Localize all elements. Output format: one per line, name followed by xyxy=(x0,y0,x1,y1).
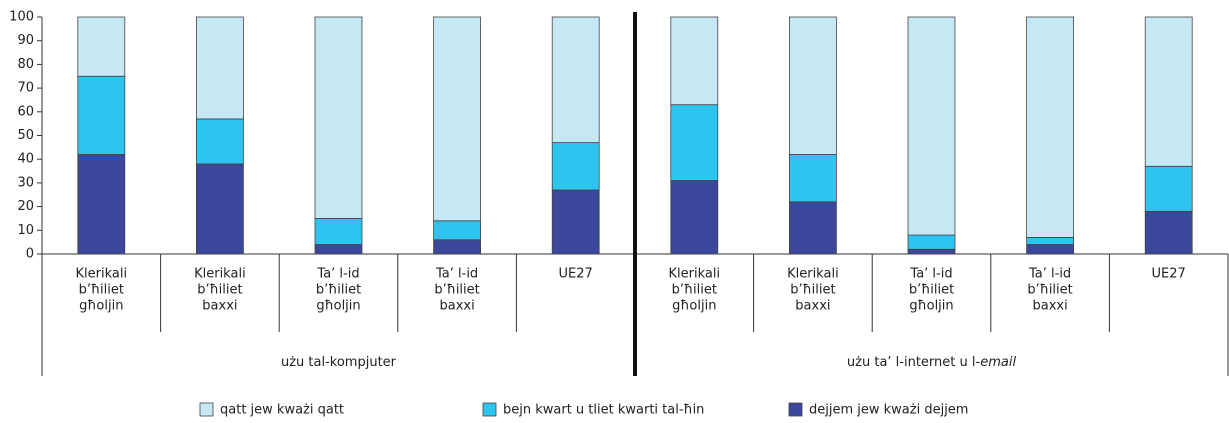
bar-segment xyxy=(670,180,719,255)
x-tick-label: Klerikali xyxy=(787,267,839,282)
x-tick-label: UE27 xyxy=(1152,267,1186,282)
bar-segment xyxy=(789,201,837,255)
x-tick-label: baxxi xyxy=(202,299,237,314)
bar-segment xyxy=(907,248,956,255)
x-tick-label: għoljin xyxy=(909,299,953,314)
bar-segment xyxy=(314,244,363,255)
x-tick-label: Klerikali xyxy=(194,267,246,282)
bar-segment xyxy=(77,75,126,155)
x-tick-label: Klerikali xyxy=(669,267,721,282)
bar-segment xyxy=(551,189,600,255)
y-tick-label: 80 xyxy=(17,57,34,72)
legend-swatch xyxy=(788,402,803,417)
x-tick-label: baxxi xyxy=(439,299,474,314)
bar-segment xyxy=(433,239,482,255)
y-tick-label: 0 xyxy=(26,247,34,262)
x-tick-label: b’ħiliet xyxy=(434,283,479,298)
x-tick-label: għoljin xyxy=(672,299,716,314)
bar-segment xyxy=(551,142,600,191)
bar-segment xyxy=(1026,237,1074,245)
bar-segment xyxy=(907,16,956,236)
group-label-text: użu ta’ l-internet u l- xyxy=(847,355,981,370)
x-tick-label: b’ħiliet xyxy=(672,283,717,298)
bar-segment xyxy=(670,104,719,181)
x-tick-label: b’ħiliet xyxy=(909,283,954,298)
y-tick-label: 60 xyxy=(17,104,34,119)
bar-segment xyxy=(1144,210,1193,255)
y-tick-label: 70 xyxy=(17,81,34,96)
bar-segment xyxy=(1026,244,1074,255)
legend-label: dejjem jew kważi dejjem xyxy=(809,403,968,418)
bar-segment xyxy=(1144,16,1193,167)
bar-segment xyxy=(433,16,482,222)
x-tick-label: Klerikali xyxy=(76,267,128,282)
x-tick-label: b’ħiliet xyxy=(790,283,835,298)
group-label: użu tal-kompjuter xyxy=(281,355,397,370)
bar-segment xyxy=(1026,16,1074,238)
x-tick-label: b’ħiliet xyxy=(197,283,242,298)
legend-label: bejn kwart u tliet kwarti tal-ħin xyxy=(503,403,704,418)
legend-swatch xyxy=(482,402,497,417)
group-label: użu ta’ l-internet u l-email xyxy=(847,355,1017,370)
x-tick-label: baxxi xyxy=(1032,299,1067,314)
x-tick-label: Ta’ l-id xyxy=(1028,267,1071,282)
legend-swatch xyxy=(199,402,214,417)
bar-segment xyxy=(195,118,244,165)
x-tick-label: b’ħiliet xyxy=(79,283,124,298)
y-tick-label: 100 xyxy=(9,10,34,25)
group-label-text: użu tal-kompjuter xyxy=(281,355,397,370)
bar-segment xyxy=(433,220,482,241)
bar-segment xyxy=(789,16,837,155)
y-tick-label: 30 xyxy=(17,175,34,190)
bar-segment xyxy=(77,154,126,255)
x-tick-label: Ta’ l-id xyxy=(909,267,952,282)
x-tick-label: Ta’ l-id xyxy=(316,267,359,282)
bar-segment xyxy=(195,16,244,120)
bar-segment xyxy=(195,163,244,255)
bar-segment xyxy=(551,16,600,144)
x-tick-label: baxxi xyxy=(795,299,830,314)
x-tick-label: Ta’ l-id xyxy=(435,267,478,282)
legend-label: qatt jew kważi qatt xyxy=(220,403,344,418)
bar-segment xyxy=(1144,165,1193,212)
x-tick-label: UE27 xyxy=(559,267,593,282)
bar-segment xyxy=(314,218,363,245)
y-tick-label: 10 xyxy=(17,223,34,238)
bar-segment xyxy=(907,234,956,250)
y-tick-label: 90 xyxy=(17,33,34,48)
x-tick-label: b’ħiliet xyxy=(316,283,361,298)
y-tick-label: 50 xyxy=(17,128,34,143)
bar-segment xyxy=(670,16,719,106)
group-label-italic: email xyxy=(980,355,1016,370)
x-tick-label: b’ħiliet xyxy=(1027,283,1072,298)
x-tick-label: għoljin xyxy=(79,299,123,314)
bar-segment xyxy=(314,16,363,219)
y-tick-label: 20 xyxy=(17,199,34,214)
x-tick-label: għoljin xyxy=(316,299,360,314)
bar-segment xyxy=(789,154,837,203)
y-tick-label: 40 xyxy=(17,152,34,167)
bar-segment xyxy=(77,16,126,77)
